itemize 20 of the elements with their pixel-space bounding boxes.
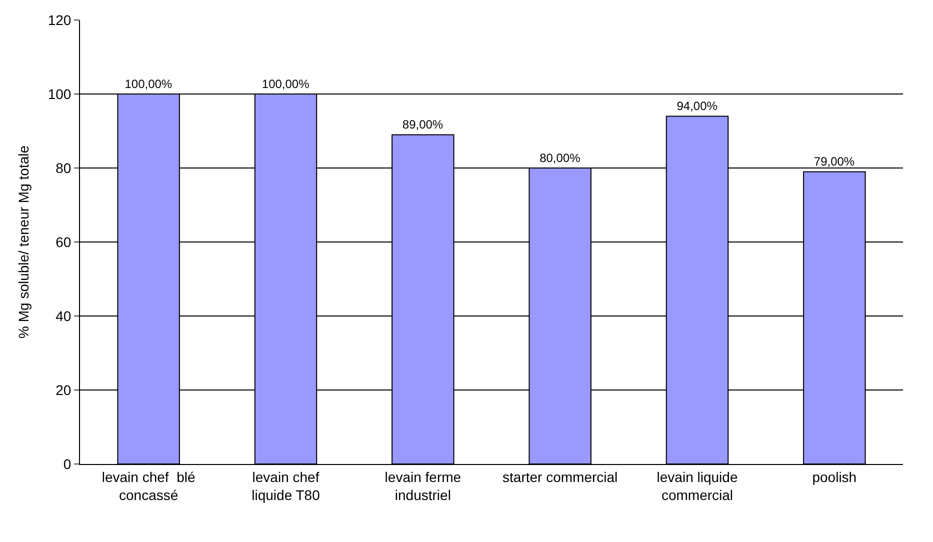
y-tick-label: 120 bbox=[48, 12, 72, 28]
y-axis-title: % Mg soluble/ teneur Mg totale bbox=[15, 145, 32, 338]
x-tick-label: levain ferme industriel bbox=[384, 468, 462, 503]
data-label: 79,00% bbox=[814, 154, 855, 169]
x-tick-label: levain chef liquide T80 bbox=[252, 468, 320, 503]
x-tick-label: poolish bbox=[812, 468, 857, 485]
x-tick-label: starter commercial bbox=[502, 468, 618, 485]
data-label: 89,00% bbox=[402, 118, 444, 132]
y-tick-label: 0 bbox=[63, 456, 72, 472]
y-tick-label: 60 bbox=[56, 234, 72, 250]
data-label: 94,00% bbox=[676, 99, 718, 114]
data-label: 100,00% bbox=[262, 77, 310, 91]
data-label: 100,00% bbox=[124, 77, 172, 91]
data-label: 80,00% bbox=[540, 151, 581, 165]
x-tick-label: levain liquide commercial bbox=[656, 468, 738, 503]
y-tick-label: 100 bbox=[48, 86, 72, 102]
y-tick-label: 80 bbox=[56, 160, 72, 176]
y-tick-label: 20 bbox=[56, 382, 72, 398]
x-tick-label: levain chef blé concassé bbox=[102, 468, 196, 503]
y-tick-label: 40 bbox=[56, 308, 72, 324]
